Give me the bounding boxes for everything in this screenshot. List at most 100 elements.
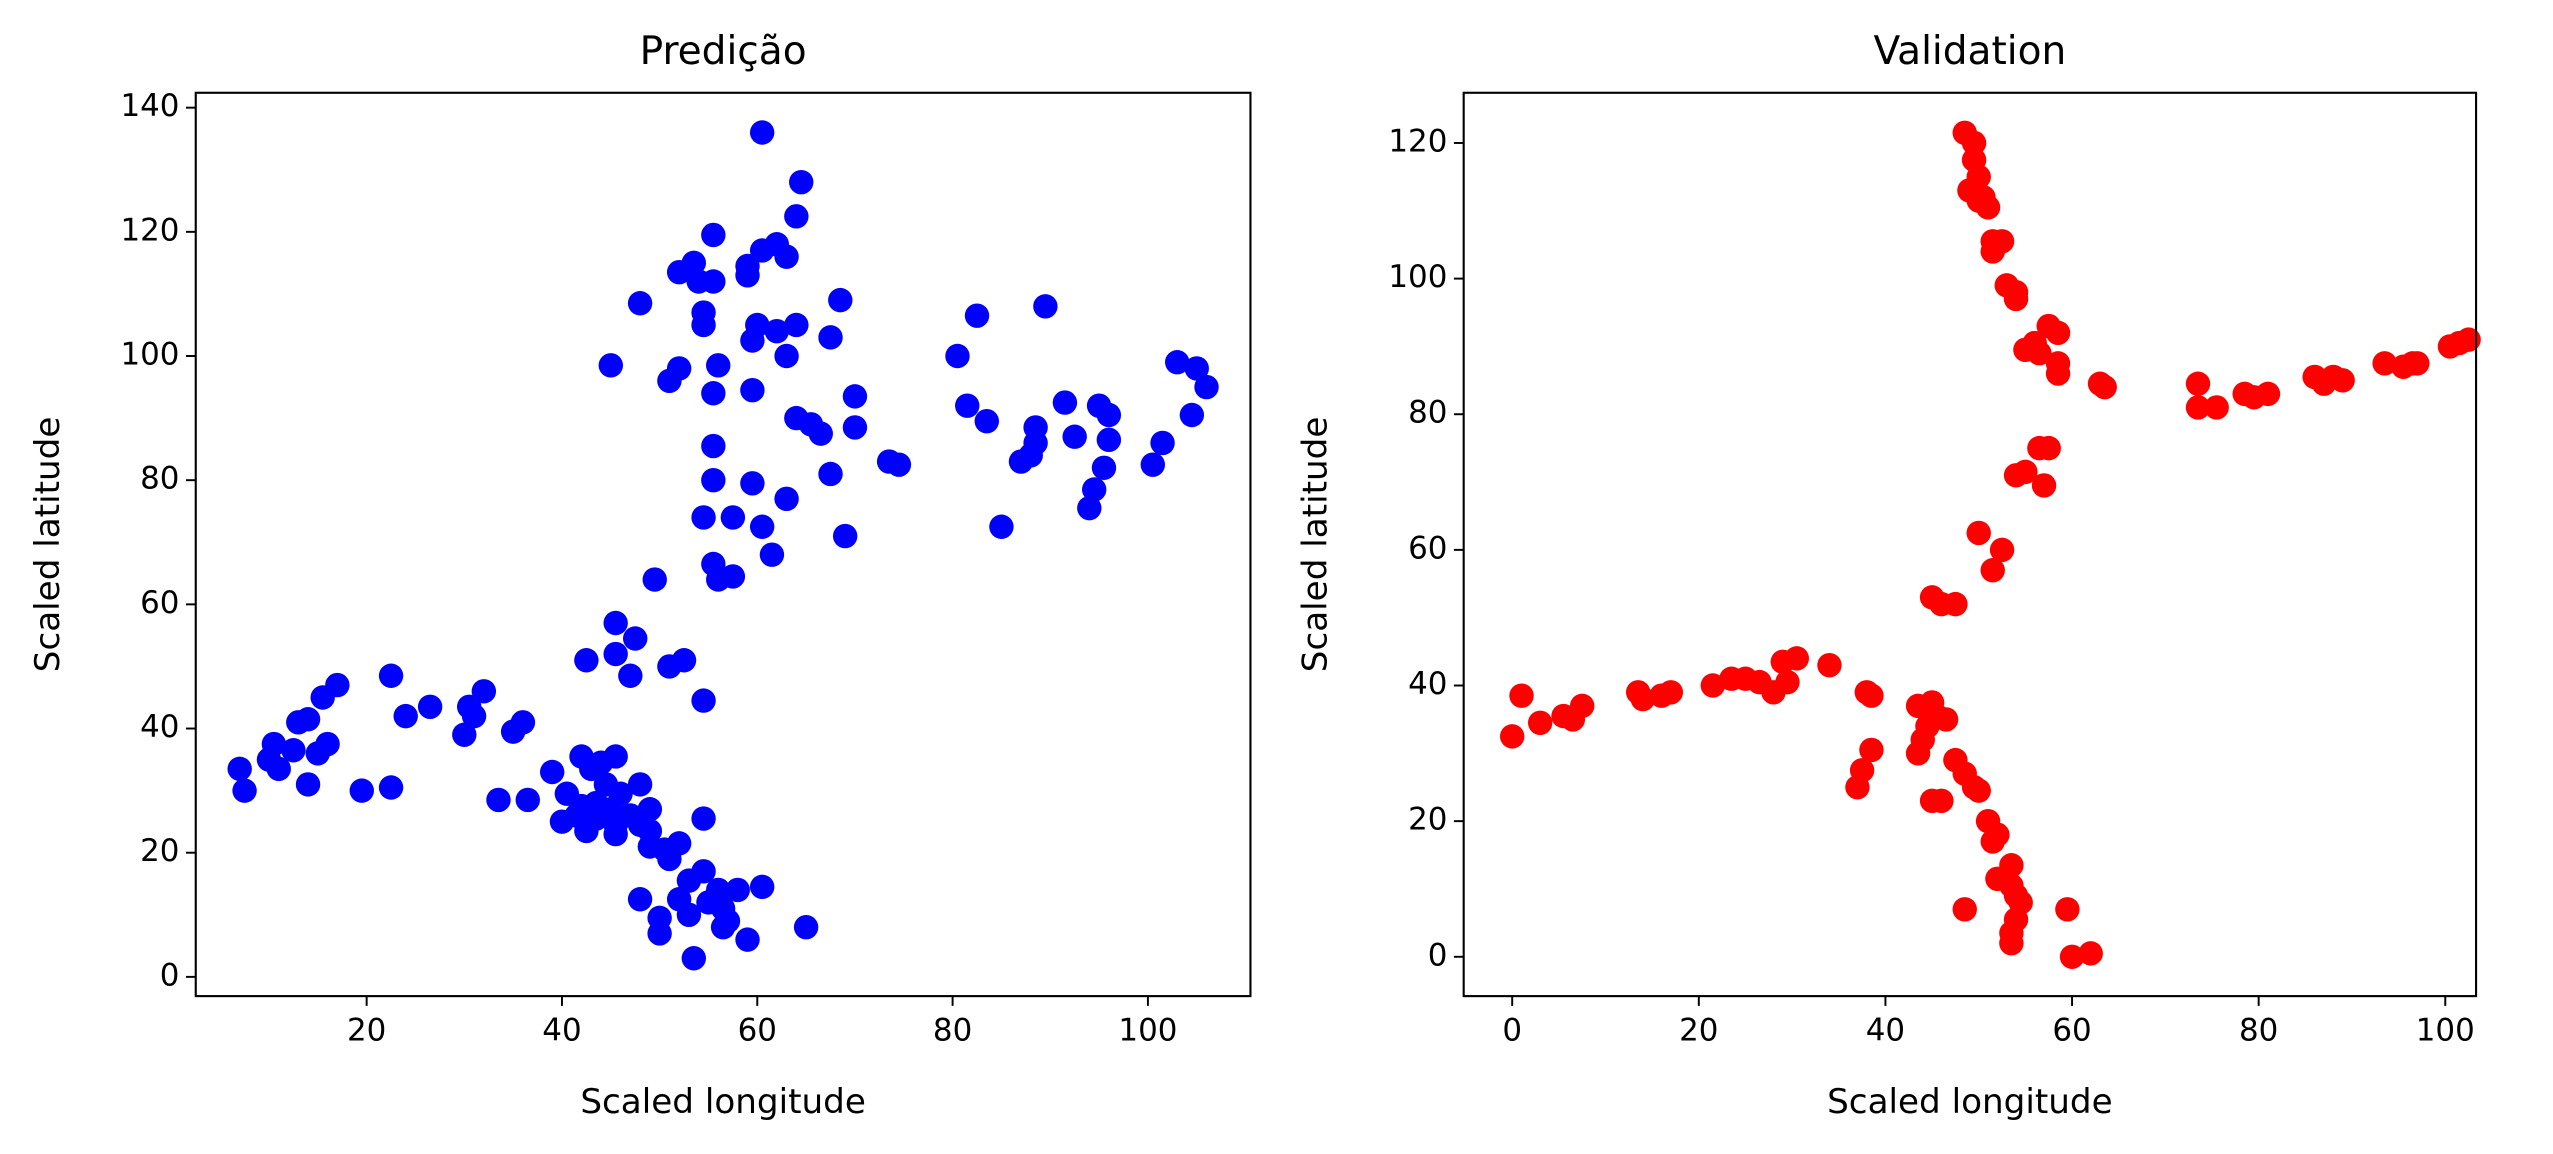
y-tick-label: 60 bbox=[1408, 530, 1447, 566]
point bbox=[1933, 707, 1959, 732]
point bbox=[281, 738, 306, 763]
point bbox=[417, 694, 443, 720]
point bbox=[1033, 294, 1058, 319]
point bbox=[691, 505, 716, 530]
point bbox=[1775, 669, 1800, 695]
x-tick-label: 80 bbox=[933, 1012, 972, 1048]
y-tick-label: 100 bbox=[120, 337, 179, 373]
point bbox=[725, 877, 750, 903]
point bbox=[627, 887, 653, 912]
y-tick-label: 80 bbox=[1408, 395, 1447, 431]
x-tick-label: 40 bbox=[542, 1012, 581, 1048]
y-tick-label: 20 bbox=[1408, 802, 1447, 838]
point bbox=[574, 648, 599, 673]
x-axis-label: Scaled longitude bbox=[580, 1082, 866, 1122]
point bbox=[832, 523, 858, 549]
point bbox=[1184, 356, 1209, 381]
point bbox=[1845, 775, 1870, 800]
y-tick-label: 20 bbox=[140, 833, 179, 869]
point bbox=[1943, 591, 1968, 617]
chart-title: Validation bbox=[1873, 29, 2066, 74]
axes-frame bbox=[1462, 91, 2478, 998]
x-tick-label: 40 bbox=[1866, 1012, 1905, 1048]
point bbox=[1569, 693, 1595, 719]
point bbox=[671, 648, 697, 673]
point bbox=[720, 505, 746, 530]
point bbox=[349, 778, 374, 803]
point bbox=[1630, 686, 1656, 712]
point bbox=[764, 318, 790, 344]
point bbox=[681, 946, 707, 971]
point bbox=[305, 741, 331, 766]
point bbox=[1784, 646, 1809, 671]
point bbox=[784, 204, 809, 229]
point bbox=[539, 759, 565, 785]
point bbox=[2372, 351, 2397, 376]
point bbox=[515, 787, 540, 813]
point bbox=[657, 846, 682, 872]
point bbox=[886, 452, 912, 477]
point bbox=[2031, 473, 2057, 498]
point bbox=[1096, 402, 1122, 428]
point bbox=[627, 772, 653, 797]
point bbox=[227, 756, 252, 782]
point bbox=[1096, 427, 1122, 453]
point bbox=[510, 710, 536, 735]
point bbox=[1081, 477, 1107, 502]
y-tick-label: 0 bbox=[1428, 937, 1448, 973]
point bbox=[1929, 788, 1954, 814]
point bbox=[618, 663, 643, 688]
point bbox=[266, 756, 291, 782]
point bbox=[818, 461, 843, 487]
point bbox=[574, 818, 599, 844]
point bbox=[842, 384, 868, 409]
point bbox=[701, 381, 726, 406]
point bbox=[2045, 361, 2071, 386]
point bbox=[1905, 741, 1931, 766]
y-tick-label: 120 bbox=[1388, 123, 1447, 159]
point bbox=[1817, 652, 1842, 678]
point bbox=[701, 433, 726, 459]
point bbox=[657, 368, 682, 394]
point bbox=[749, 514, 775, 539]
point bbox=[2027, 340, 2052, 366]
point bbox=[691, 312, 716, 338]
point bbox=[1700, 673, 1726, 698]
point bbox=[1150, 430, 1175, 456]
point bbox=[842, 415, 868, 440]
point bbox=[701, 467, 726, 493]
point bbox=[964, 303, 990, 328]
point bbox=[1509, 683, 1534, 708]
point bbox=[1975, 195, 2001, 220]
x-tick-label: 60 bbox=[738, 1012, 777, 1048]
point bbox=[2405, 351, 2430, 376]
point bbox=[2045, 320, 2071, 346]
point bbox=[808, 421, 833, 446]
point bbox=[1008, 449, 1034, 474]
point bbox=[2055, 897, 2080, 922]
point bbox=[818, 325, 843, 350]
point bbox=[666, 259, 692, 285]
point bbox=[1140, 452, 1166, 477]
y-axis-label: Scaled latitude bbox=[28, 417, 68, 673]
point bbox=[1980, 829, 2005, 854]
y-tick-label: 140 bbox=[120, 88, 179, 124]
point bbox=[945, 343, 970, 369]
chart-title: Predição bbox=[640, 29, 807, 74]
point bbox=[974, 409, 999, 434]
axes-frame bbox=[194, 91, 1252, 998]
point bbox=[706, 353, 731, 378]
point bbox=[2241, 385, 2267, 410]
point bbox=[691, 806, 716, 831]
point bbox=[989, 514, 1014, 539]
point bbox=[774, 244, 799, 269]
x-tick-label: 80 bbox=[2239, 1012, 2278, 1048]
point bbox=[2456, 327, 2481, 352]
point bbox=[1052, 390, 1078, 415]
point bbox=[1989, 537, 2015, 563]
y-tick-label: 120 bbox=[120, 212, 179, 248]
point bbox=[1999, 931, 2024, 956]
point bbox=[1966, 778, 1991, 803]
